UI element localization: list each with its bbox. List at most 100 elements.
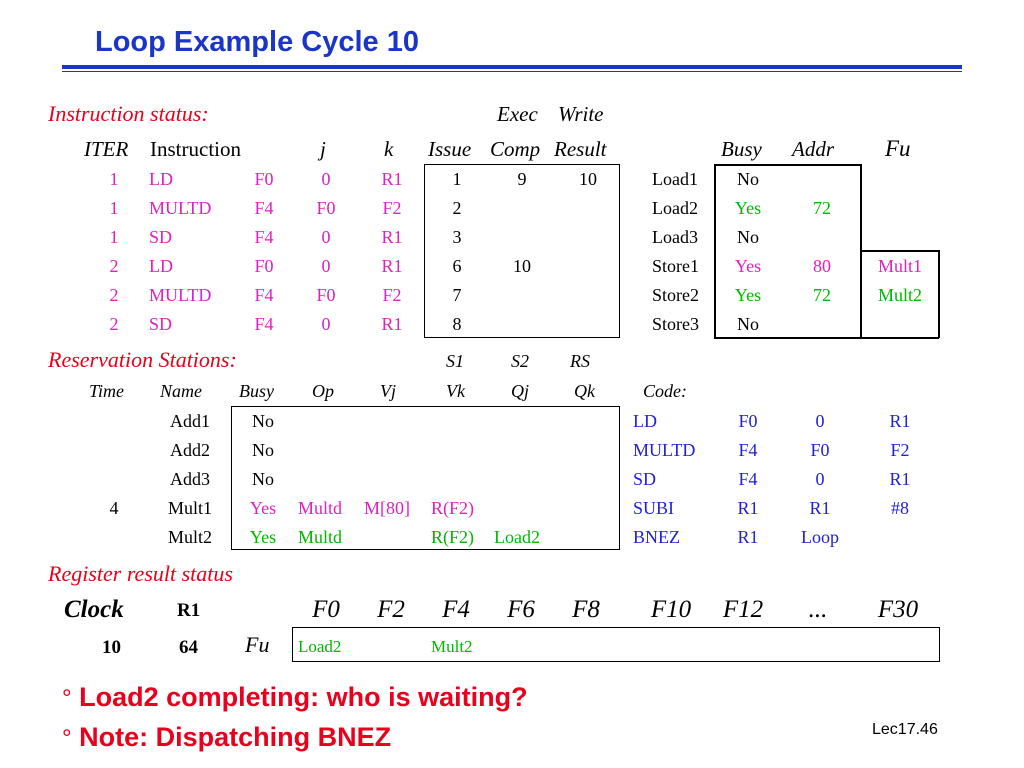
result-header: Result: [554, 137, 607, 161]
register-header: F8: [572, 596, 600, 623]
title-rule-thin: [62, 71, 962, 72]
register-header: F12: [722, 596, 764, 623]
rs-name: Add2: [170, 440, 210, 460]
instr-iter: 2: [109, 285, 119, 305]
bullet-marker: °: [62, 685, 72, 712]
ls-name: Store2: [652, 285, 699, 305]
ls-box-left: [714, 164, 716, 338]
iter-header: ITER: [84, 137, 129, 161]
ls-fu: Mult2: [877, 285, 923, 305]
code-op: SUBI: [633, 498, 675, 518]
code-arg2: 0: [815, 411, 825, 431]
fu-row-label: Fu: [245, 632, 270, 657]
rs-busy: No: [252, 440, 274, 460]
code-arg1: F4: [738, 440, 758, 460]
instr-op: LD: [149, 169, 173, 189]
bullet-1-text: Load2 completing: who is waiting?: [79, 682, 528, 712]
code-op: BNEZ: [633, 527, 680, 547]
instr-j: 0: [321, 256, 331, 276]
instr-issue: 6: [452, 256, 462, 276]
instr-iter: 1: [109, 169, 119, 189]
ls-fu-top: [860, 250, 939, 252]
code-arg3: F2: [890, 440, 910, 460]
fu-header: Fu: [885, 136, 911, 161]
vk-header: Vk: [446, 381, 465, 401]
code-arg1: R1: [737, 498, 759, 518]
register-header: F30: [877, 596, 919, 623]
register-header: ...: [808, 596, 828, 623]
instr-comp: 9: [517, 169, 527, 189]
instruction-status-box: [424, 164, 620, 338]
reservation-stations-label: Reservation Stations:: [48, 347, 237, 372]
time-header: Time: [89, 381, 125, 401]
code-arg1: F0: [738, 411, 758, 431]
rs-vk: R(F2): [431, 527, 475, 547]
ls-addr: 80: [813, 256, 831, 276]
instr-j: 0: [321, 227, 331, 247]
rs-name: Mult2: [167, 527, 213, 547]
instr-op: MULTD: [149, 285, 212, 305]
code-op: SD: [633, 469, 657, 489]
code-arg2: Loop: [801, 527, 839, 547]
code-op: MULTD: [633, 440, 696, 460]
instr-j: 0: [321, 314, 331, 334]
code-arg1: F4: [738, 469, 758, 489]
instruction-header: Instruction: [150, 137, 241, 161]
slide-number: Lec17.46: [872, 721, 938, 738]
rs-name: Add3: [170, 469, 210, 489]
instr-dest: F0: [254, 169, 274, 189]
r1-value: 64: [179, 637, 198, 658]
s2-header: S2: [511, 351, 529, 371]
instr-issue: 3: [452, 227, 462, 247]
instruction-status-label: Instruction status:: [48, 101, 209, 126]
code-arg3: #8: [891, 498, 909, 518]
ls-box-top: [714, 164, 861, 166]
code-arg1: R1: [737, 527, 759, 547]
instr-dest: F4: [254, 314, 274, 334]
instr-result: 10: [579, 169, 597, 189]
register-header: F0: [312, 596, 340, 623]
instr-dest: F0: [254, 256, 274, 276]
rs-vk: R(F2): [431, 498, 475, 518]
code-arg2: F0: [810, 440, 830, 460]
instr-dest: F4: [254, 198, 274, 218]
instr-iter: 1: [109, 227, 119, 247]
ls-busy: Yes: [734, 198, 762, 218]
register-header: F6: [507, 596, 535, 623]
register-status-box: [292, 627, 940, 662]
instr-k: R1: [381, 227, 403, 247]
instr-k: F2: [382, 198, 402, 218]
code-label: Code:: [643, 381, 687, 401]
instr-op: MULTD: [149, 198, 212, 218]
k-header: k: [384, 137, 394, 161]
ls-busy: No: [737, 227, 759, 247]
instr-issue: 1: [452, 169, 462, 189]
ls-busy: Yes: [734, 256, 762, 276]
busy-header: Busy: [721, 137, 762, 161]
code-arg3: R1: [889, 469, 911, 489]
instr-comp: 10: [513, 256, 531, 276]
title-rule-thick: [62, 65, 962, 69]
instr-k: F2: [382, 285, 402, 305]
rs-busy: No: [252, 411, 274, 431]
j-header: j: [320, 137, 326, 161]
r1-label: R1: [177, 600, 201, 621]
bullet-2: ° Note: Dispatching BNEZ: [62, 724, 391, 751]
ls-addr: 72: [813, 198, 831, 218]
name-header: Name: [160, 381, 202, 401]
instr-issue: 2: [452, 198, 462, 218]
instr-j: F0: [316, 198, 336, 218]
rs-busy: No: [252, 469, 274, 489]
comp-header: Comp: [490, 137, 541, 161]
code-arg2: R1: [809, 498, 831, 518]
code-arg2: 0: [815, 469, 825, 489]
instr-issue: 7: [452, 285, 462, 305]
register-header: F10: [650, 596, 692, 623]
rs-qj: Load2: [494, 527, 540, 547]
ls-addr: 72: [813, 285, 831, 305]
ls-box-bottom: [714, 337, 939, 339]
ls-busy: No: [737, 169, 759, 189]
clock-label: Clock: [64, 596, 124, 623]
instr-issue: 8: [452, 314, 462, 334]
qk-header: Qk: [574, 381, 595, 401]
